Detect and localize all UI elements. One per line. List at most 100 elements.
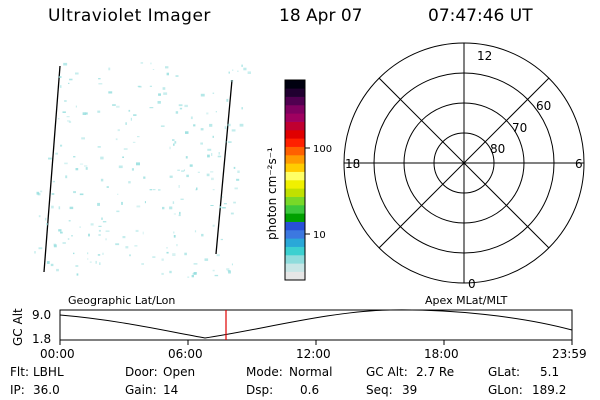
ip-value: 36.0 — [33, 383, 60, 397]
speckle — [187, 276, 190, 278]
speckle — [68, 220, 71, 222]
door-label: Door: — [125, 365, 158, 379]
speckle — [183, 169, 185, 171]
dsp-label: Dsp: — [246, 383, 273, 397]
speckle — [241, 64, 243, 67]
gcalt-label: GC Alt: — [366, 365, 408, 379]
colorbar-cell — [285, 271, 305, 281]
speckle — [233, 201, 236, 204]
speckle — [152, 69, 155, 70]
geo-left-boundary — [43, 65, 61, 273]
speckle — [169, 270, 172, 274]
colorbar-cell — [285, 121, 305, 131]
speckle — [215, 111, 217, 113]
speckle — [52, 180, 55, 183]
speckle — [122, 156, 124, 158]
speckle — [108, 91, 113, 94]
uv-emission-speckles — [34, 62, 251, 278]
mlt-label-12: 12 — [477, 49, 492, 63]
speckle — [161, 258, 164, 261]
speckle — [176, 244, 178, 247]
speckle — [81, 137, 85, 140]
speckle — [38, 215, 41, 218]
mlt-label-0: 0 — [468, 277, 476, 291]
speckle — [206, 112, 209, 115]
speckle — [98, 229, 101, 232]
speckle — [230, 212, 234, 215]
speckle — [97, 146, 101, 148]
colorbar-scale — [285, 80, 305, 281]
speckle — [162, 206, 165, 210]
observation-date: 18 Apr 07 — [279, 6, 363, 26]
speckle — [63, 62, 68, 66]
speckle — [46, 223, 48, 226]
speckle — [179, 211, 181, 215]
speckle — [64, 162, 68, 165]
speckle — [50, 263, 54, 267]
glat-value: 5.1 — [540, 365, 559, 379]
speckle — [100, 178, 104, 182]
speckle — [165, 66, 169, 69]
geo-right-boundary — [215, 79, 233, 255]
speckle — [181, 170, 185, 172]
speckle — [186, 174, 189, 178]
speckle — [142, 231, 144, 235]
speckle — [133, 114, 137, 116]
speckle — [207, 154, 210, 158]
colorbar-frame — [284, 79, 306, 281]
colorbar-cell — [285, 221, 305, 231]
speckle — [193, 263, 198, 265]
flt-value: LBHL — [33, 365, 64, 379]
speckle — [71, 235, 73, 237]
speckle — [34, 251, 36, 254]
flt-label: Flt: — [10, 365, 29, 379]
dsp-value: 0.6 — [300, 383, 319, 397]
speckle — [184, 104, 188, 108]
colorbar-cell — [285, 246, 305, 256]
speckle — [108, 67, 111, 71]
speckle — [75, 72, 79, 75]
instrument-title: Ultraviolet Imager — [48, 6, 211, 26]
door-value: Open — [163, 365, 195, 379]
speckle — [169, 206, 173, 210]
speckle — [169, 175, 173, 178]
speckle — [228, 270, 231, 274]
speckle — [134, 245, 138, 247]
gc-altitude-curve — [59, 309, 573, 339]
speckle — [221, 196, 224, 198]
speckle — [73, 156, 76, 158]
speckle — [69, 78, 73, 81]
speckle — [76, 273, 79, 276]
speckle — [135, 229, 139, 232]
speckle — [236, 178, 240, 181]
speckle — [200, 93, 205, 97]
speckle — [55, 152, 58, 155]
speckle — [173, 213, 176, 215]
mlt-label-6: 6 — [575, 157, 583, 171]
speckle — [117, 193, 119, 195]
polar-labels: 12 18 6 0 60 70 80 — [345, 49, 583, 291]
speckle — [175, 75, 179, 77]
speckle — [185, 131, 189, 134]
speckle — [47, 261, 50, 264]
speckle — [158, 189, 161, 191]
gain-label: Gain: — [125, 383, 157, 397]
speckle — [232, 69, 234, 71]
speckle — [160, 125, 165, 127]
speckle — [116, 105, 120, 108]
gain-value: 14 — [163, 383, 178, 397]
speckle — [210, 205, 214, 206]
y-max-label: 9.0 — [32, 308, 51, 322]
speckle — [204, 258, 209, 261]
x-tick-label-3: 18:00 — [424, 347, 459, 361]
colorbar-cell — [285, 205, 305, 214]
speckle — [59, 85, 62, 88]
speckle — [62, 111, 66, 113]
speckle — [241, 107, 243, 110]
speckle — [191, 275, 194, 278]
speckle — [237, 170, 240, 173]
speckle — [243, 67, 247, 71]
colorbar-cell — [285, 155, 305, 164]
speckle — [95, 260, 97, 264]
speckle — [116, 210, 120, 213]
